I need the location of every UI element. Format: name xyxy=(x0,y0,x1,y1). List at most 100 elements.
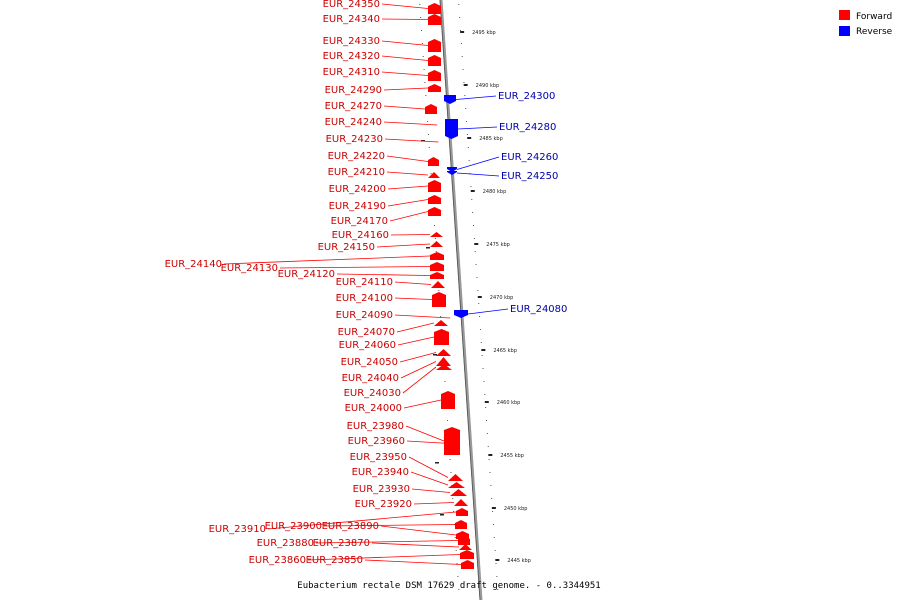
gene-eur-23920[interactable] xyxy=(454,499,468,506)
tick-mark xyxy=(488,454,493,456)
gene-eur-24330[interactable] xyxy=(428,39,441,52)
gene-eur-24250[interactable] xyxy=(447,171,457,175)
gene-label-eur-23940[interactable]: EUR_23940 xyxy=(352,467,409,478)
gene-label-eur-24000[interactable]: EUR_24000 xyxy=(345,403,402,414)
gene-eur-24350[interactable] xyxy=(428,3,441,14)
gene-eur-24030[interactable] xyxy=(436,364,452,370)
gene-connector xyxy=(307,554,461,561)
gene-eur-24160[interactable] xyxy=(430,232,443,237)
gene-label-eur-24160[interactable]: EUR_24160 xyxy=(332,230,389,241)
gene-eur-24000[interactable] xyxy=(441,391,455,409)
gene-label-eur-24290[interactable]: EUR_24290 xyxy=(325,85,382,96)
gene-eur-24270[interactable] xyxy=(425,104,437,114)
gene-label-eur-24210[interactable]: EUR_24210 xyxy=(328,167,385,178)
tick-label: 2490 kbp xyxy=(476,83,500,89)
gene-label-eur-24340[interactable]: EUR_24340 xyxy=(323,14,380,25)
gene-eur-23940[interactable] xyxy=(448,482,465,488)
gene-label-eur-23980[interactable]: EUR_23980 xyxy=(347,421,404,432)
gene-label-eur-24170[interactable]: EUR_24170 xyxy=(331,216,388,227)
gene-label-eur-24300[interactable]: EUR_24300 xyxy=(498,91,555,102)
gene-label-eur-23900[interactable]: EUR_23900 xyxy=(265,521,322,532)
gene-connector xyxy=(364,559,462,565)
gene-eur-23930[interactable] xyxy=(450,489,467,496)
gene-label-eur-23880[interactable]: EUR_23880 xyxy=(257,538,314,549)
tick-mark xyxy=(484,401,489,403)
gene-eur-24130[interactable] xyxy=(430,262,444,271)
gene-eur-23870[interactable] xyxy=(459,544,472,550)
gene-label-eur-24320[interactable]: EUR_24320 xyxy=(323,51,380,62)
gene-label-eur-24270[interactable]: EUR_24270 xyxy=(325,101,382,112)
gene-label-eur-23950[interactable]: EUR_23950 xyxy=(350,452,407,463)
gene-label-eur-24350[interactable]: EUR_24350 xyxy=(323,0,380,10)
gene-eur-24040[interactable] xyxy=(436,357,451,366)
gene-eur-24200[interactable] xyxy=(428,180,441,192)
gene-eur-24120[interactable] xyxy=(430,272,444,279)
tick-label: 2475 kbp xyxy=(486,242,510,248)
gene-label-eur-23910[interactable]: EUR_23910 xyxy=(209,524,266,535)
gene-connector xyxy=(457,126,498,130)
gene-eur-24300[interactable] xyxy=(444,95,456,104)
gene-label-eur-24120[interactable]: EUR_24120 xyxy=(278,269,335,280)
gene-label-eur-24200[interactable]: EUR_24200 xyxy=(329,184,386,195)
gene-eur-24210[interactable] xyxy=(428,172,440,178)
gene-eur-23950[interactable] xyxy=(448,474,463,481)
gene-eur-24150[interactable] xyxy=(430,241,443,247)
gene-eur-24050[interactable] xyxy=(436,349,451,356)
gene-label-eur-23890[interactable]: EUR_23890 xyxy=(322,521,379,532)
gene-eur-23850[interactable] xyxy=(461,560,474,569)
legend: Forward Reverse xyxy=(839,10,893,37)
gene-eur-23900[interactable] xyxy=(455,520,467,529)
figure-caption: Eubacterium rectale DSM 17629 draft geno… xyxy=(297,581,600,591)
gene-label-eur-24030[interactable]: EUR_24030 xyxy=(344,388,401,399)
gene-eur-24140[interactable] xyxy=(430,252,444,260)
gene-label-eur-24090[interactable]: EUR_24090 xyxy=(336,310,393,321)
gene-label-eur-23870[interactable]: EUR_23870 xyxy=(313,538,370,549)
gene-label-eur-24140[interactable]: EUR_24140 xyxy=(165,259,222,270)
gene-label-eur-24330[interactable]: EUR_24330 xyxy=(323,36,380,47)
gene-connector xyxy=(336,273,431,276)
gene-layer xyxy=(421,3,474,569)
gene-eur-23880[interactable] xyxy=(458,536,470,545)
gene-eur-24190[interactable] xyxy=(428,195,441,204)
gene-eur-24110[interactable] xyxy=(431,281,445,288)
gene-eur-23910[interactable] xyxy=(456,508,468,516)
gene-label-eur-24230[interactable]: EUR_24230 xyxy=(326,134,383,145)
gene-eur-24340[interactable] xyxy=(428,14,441,25)
gene-eur-24260[interactable] xyxy=(447,167,457,172)
legend-reverse-swatch xyxy=(839,26,850,36)
gene-label-eur-24110[interactable]: EUR_24110 xyxy=(336,277,393,288)
gene-label-eur-24240[interactable]: EUR_24240 xyxy=(325,117,382,128)
gene-label-eur-24050[interactable]: EUR_24050 xyxy=(341,357,398,368)
gene-eur-23860[interactable] xyxy=(460,550,474,559)
gene-eur-23980[interactable] xyxy=(444,427,460,455)
gene-eur-24070[interactable] xyxy=(434,320,448,326)
gene-label-eur-24100[interactable]: EUR_24100 xyxy=(336,293,393,304)
gene-label-eur-24070[interactable]: EUR_24070 xyxy=(338,327,395,338)
gene-eur-24280[interactable] xyxy=(445,119,458,139)
gene-label-eur-24040[interactable]: EUR_24040 xyxy=(342,373,399,384)
gene-label-eur-24250[interactable]: EUR_24250 xyxy=(501,171,558,182)
gene-label-eur-24220[interactable]: EUR_24220 xyxy=(328,151,385,162)
gene-label-eur-24060[interactable]: EUR_24060 xyxy=(339,340,396,351)
gene-eur-24310[interactable] xyxy=(428,70,441,81)
gene-eur-24320[interactable] xyxy=(428,55,441,66)
gene-label-eur-24150[interactable]: EUR_24150 xyxy=(318,242,375,253)
gene-label-eur-24080[interactable]: EUR_24080 xyxy=(510,304,567,315)
gene-eur-24290[interactable] xyxy=(428,84,441,92)
gene-eur-24080[interactable] xyxy=(454,310,468,318)
gene-label-eur-24130[interactable]: EUR_24130 xyxy=(221,263,278,274)
gene-eur-24060[interactable] xyxy=(434,329,449,345)
gene-eur-24220[interactable] xyxy=(428,157,439,166)
gene-label-eur-24260[interactable]: EUR_24260 xyxy=(501,152,558,163)
gene-label-eur-24280[interactable]: EUR_24280 xyxy=(499,122,556,133)
gene-label-eur-24310[interactable]: EUR_24310 xyxy=(323,67,380,78)
gene-eur-24100[interactable] xyxy=(432,292,446,307)
gene-label-eur-23920[interactable]: EUR_23920 xyxy=(355,499,412,510)
gene-label-eur-24190[interactable]: EUR_24190 xyxy=(329,201,386,212)
gene-label-eur-23930[interactable]: EUR_23930 xyxy=(353,484,410,495)
gene-label-eur-23850[interactable]: EUR_23850 xyxy=(306,555,363,566)
gene-label-eur-23960[interactable]: EUR_23960 xyxy=(348,436,405,447)
gene-label-eur-23860[interactable]: EUR_23860 xyxy=(249,555,306,566)
gene-eur-24170[interactable] xyxy=(428,207,441,216)
